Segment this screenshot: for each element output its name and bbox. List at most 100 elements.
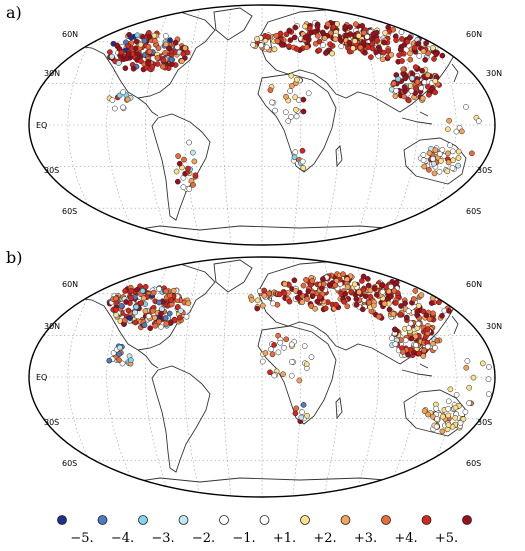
station-marker bbox=[149, 308, 156, 314]
station-marker bbox=[308, 354, 315, 360]
station-marker bbox=[420, 48, 427, 55]
station-marker bbox=[380, 49, 387, 56]
graticule-line bbox=[382, 257, 418, 497]
coastline-new-zealand bbox=[481, 429, 491, 447]
station-marker bbox=[407, 50, 413, 57]
station-marker bbox=[156, 286, 162, 292]
lat-60n-right-b: 60N bbox=[466, 280, 482, 289]
station-marker bbox=[288, 341, 295, 348]
station-marker bbox=[308, 303, 315, 309]
station-marker bbox=[282, 109, 289, 116]
panel-a-label: a) bbox=[6, 3, 22, 22]
station-marker bbox=[426, 316, 433, 322]
station-marker bbox=[415, 40, 422, 47]
legend-label: −3. bbox=[151, 531, 174, 546]
station-marker bbox=[138, 58, 144, 65]
station-marker bbox=[432, 345, 438, 351]
legend-label: +5. bbox=[435, 531, 458, 546]
station-marker bbox=[120, 89, 127, 95]
station-marker bbox=[439, 52, 446, 59]
station-marker bbox=[386, 306, 393, 313]
station-marker bbox=[424, 343, 431, 350]
station-marker bbox=[283, 93, 289, 100]
station-marker bbox=[149, 64, 156, 70]
station-marker bbox=[305, 90, 312, 97]
station-marker bbox=[172, 39, 179, 46]
station-marker bbox=[420, 157, 427, 164]
station-marker bbox=[267, 87, 274, 94]
station-marker bbox=[332, 36, 339, 43]
station-marker bbox=[192, 172, 199, 179]
station-marker bbox=[304, 412, 310, 419]
station-marker bbox=[271, 342, 277, 348]
station-marker bbox=[391, 287, 398, 294]
station-marker bbox=[274, 38, 281, 44]
station-marker bbox=[446, 308, 452, 314]
legend-label: +1. bbox=[273, 531, 296, 546]
station-marker bbox=[407, 34, 413, 41]
station-marker bbox=[160, 57, 167, 64]
station-marker bbox=[320, 276, 326, 282]
station-marker bbox=[124, 96, 131, 103]
station-marker bbox=[469, 150, 475, 157]
station-marker bbox=[415, 320, 422, 327]
station-marker bbox=[287, 88, 293, 94]
station-marker bbox=[285, 118, 292, 124]
station-marker bbox=[151, 314, 158, 321]
station-marker bbox=[304, 296, 310, 302]
station-marker bbox=[369, 45, 376, 52]
station-marker bbox=[299, 147, 306, 154]
station-marker bbox=[134, 32, 141, 39]
station-marker bbox=[433, 423, 440, 430]
station-marker bbox=[445, 412, 452, 419]
station-marker bbox=[485, 376, 492, 383]
station-marker bbox=[321, 35, 328, 42]
station-marker bbox=[261, 292, 268, 299]
station-marker bbox=[316, 38, 323, 45]
station-marker bbox=[156, 299, 162, 306]
station-marker bbox=[423, 40, 429, 47]
station-marker bbox=[163, 288, 170, 295]
station-marker bbox=[466, 384, 473, 391]
station-marker bbox=[370, 302, 377, 309]
coastline-antarctica bbox=[119, 477, 411, 485]
station-marker bbox=[485, 391, 492, 397]
lat-60s-right-a: 60S bbox=[466, 207, 481, 216]
station-marker bbox=[334, 21, 340, 27]
station-marker bbox=[411, 44, 418, 51]
station-marker bbox=[344, 303, 351, 310]
coastline-south-america bbox=[151, 365, 211, 473]
station-marker bbox=[190, 182, 196, 188]
station-marker bbox=[162, 33, 169, 39]
station-marker bbox=[424, 83, 431, 90]
station-marker bbox=[127, 357, 134, 363]
lat-30n-right-a: 30N bbox=[486, 69, 502, 78]
station-marker bbox=[351, 281, 358, 288]
coastline-africa bbox=[257, 325, 337, 425]
station-marker bbox=[154, 55, 161, 61]
station-marker bbox=[402, 75, 409, 82]
map-a-border bbox=[28, 4, 496, 246]
station-marker bbox=[177, 307, 184, 314]
coastline-africa bbox=[257, 73, 337, 173]
station-marker bbox=[462, 409, 469, 415]
station-marker bbox=[286, 27, 293, 34]
station-marker bbox=[346, 39, 353, 46]
legend-label: +2. bbox=[313, 531, 336, 546]
station-marker bbox=[183, 313, 190, 320]
station-marker bbox=[408, 335, 415, 342]
station-marker bbox=[393, 37, 399, 43]
station-marker bbox=[353, 301, 360, 308]
station-marker bbox=[407, 320, 414, 327]
station-marker bbox=[158, 306, 165, 312]
station-marker bbox=[189, 149, 196, 156]
station-marker bbox=[250, 42, 256, 48]
station-marker bbox=[392, 326, 398, 333]
station-marker bbox=[175, 153, 181, 159]
graticule-line bbox=[67, 5, 111, 245]
station-marker bbox=[419, 67, 425, 74]
station-marker bbox=[438, 158, 444, 164]
station-marker bbox=[323, 50, 329, 56]
station-marker bbox=[314, 23, 321, 30]
station-marker bbox=[426, 91, 432, 98]
